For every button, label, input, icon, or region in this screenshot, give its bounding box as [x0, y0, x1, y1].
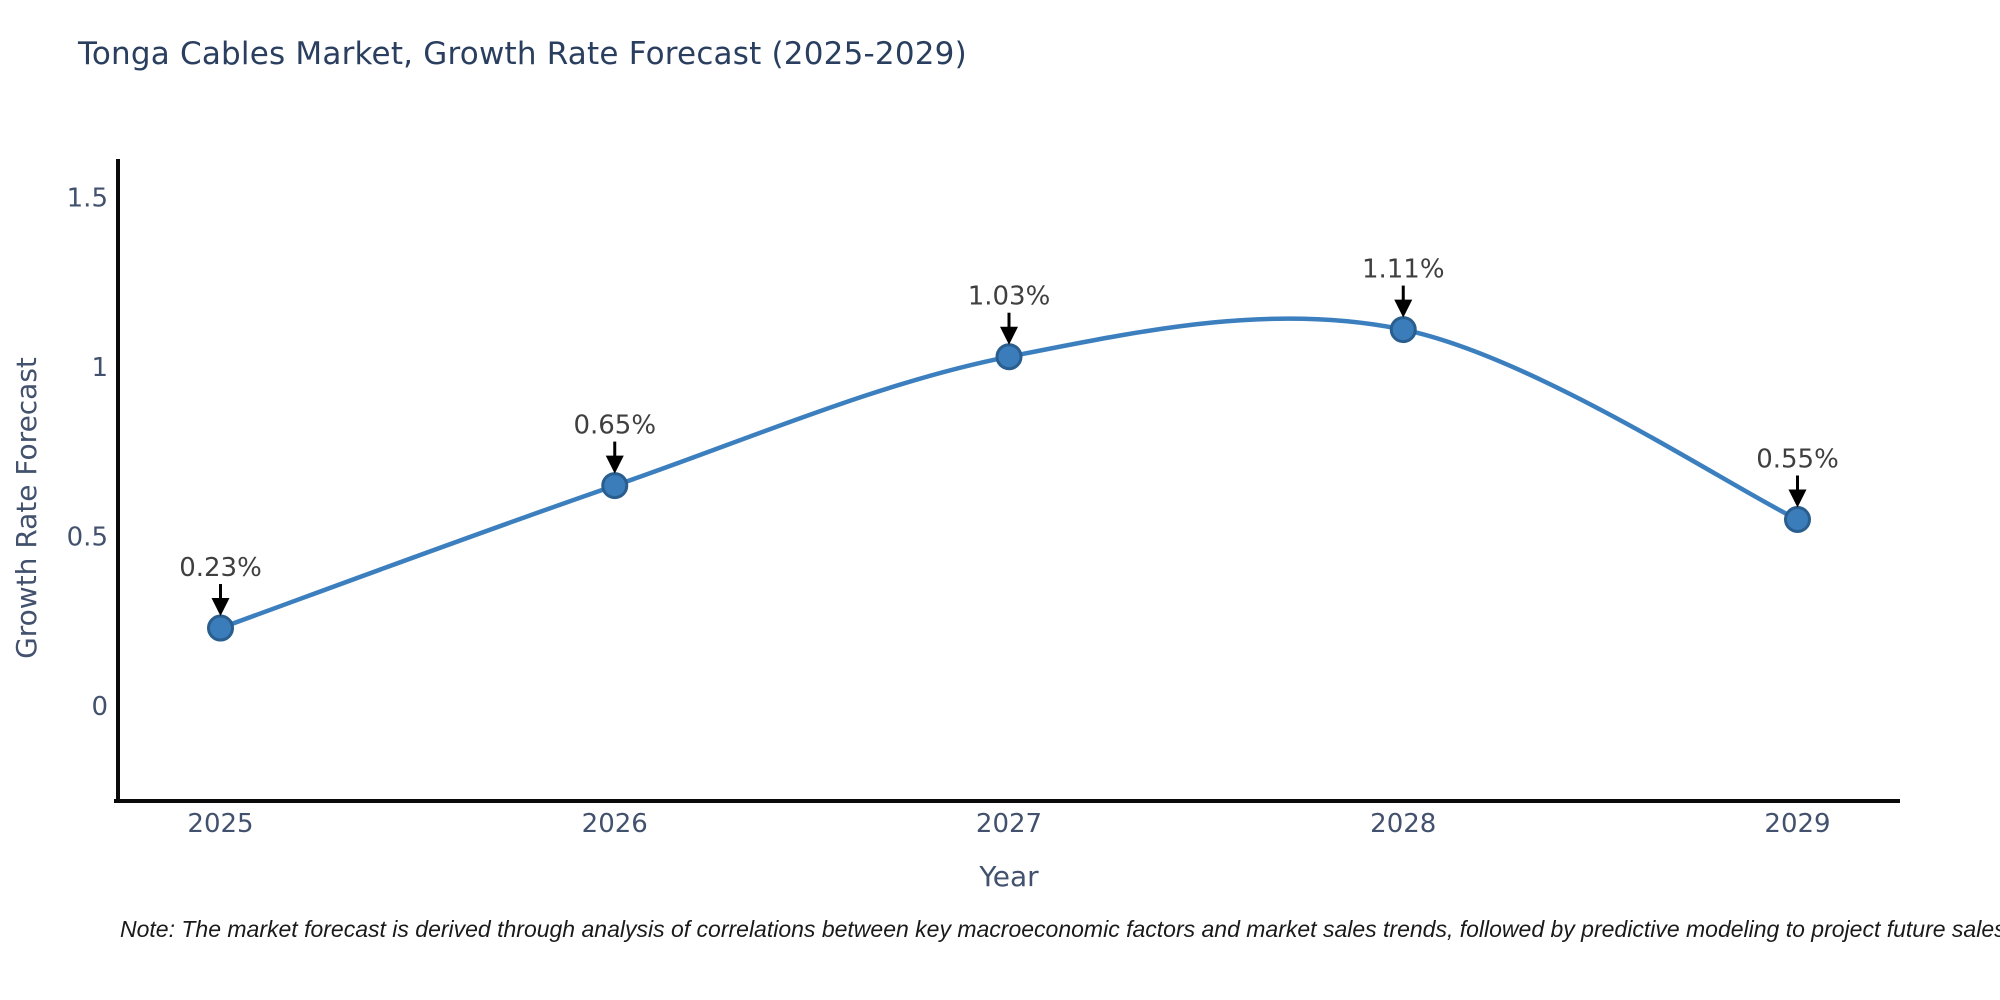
y-axis-title: Growth Rate Forecast: [10, 357, 43, 659]
data-series: [207, 316, 1811, 642]
x-axis-title: Year: [978, 860, 1039, 893]
x-tick-label: 2029: [1764, 809, 1830, 839]
y-tick-label: 0: [91, 692, 108, 722]
footnote: Note: The market forecast is derived thr…: [120, 916, 2000, 942]
chart-title: Tonga Cables Market, Growth Rate Forecas…: [78, 36, 967, 72]
annotation-arrowhead-icon: [211, 598, 230, 617]
data-point-label: 1.03%: [968, 282, 1051, 312]
data-point-marker: [1389, 316, 1417, 344]
annotation-arrowhead-icon: [605, 455, 624, 474]
x-tick-label: 2027: [976, 809, 1042, 839]
x-axis-tick-labels: 2025 2026 2027 2028 2029: [187, 809, 1830, 839]
data-point-label: 0.23%: [179, 553, 262, 583]
data-point-marker: [207, 614, 235, 642]
point-annotations: 0.23% 0.65% 1.03% 1.11% 0.55%: [179, 255, 1839, 617]
data-point-marker: [1783, 506, 1811, 534]
data-point-marker: [995, 343, 1023, 371]
data-point-marker: [601, 472, 629, 500]
x-tick-label: 2025: [187, 809, 253, 839]
data-point-label: 0.55%: [1756, 445, 1839, 475]
data-point-label: 1.11%: [1362, 255, 1445, 285]
annotation-arrowhead-icon: [1000, 326, 1018, 345]
x-tick-label: 2026: [582, 809, 648, 839]
y-tick-label: 1.5: [67, 183, 108, 213]
x-tick-label: 2028: [1370, 809, 1436, 839]
data-point-label: 0.65%: [573, 411, 656, 441]
y-tick-label: 0.5: [67, 522, 108, 552]
y-axis-tick-labels: 0 0.5 1 1.5: [67, 183, 108, 722]
annotation-arrowhead-icon: [1394, 299, 1413, 318]
y-tick-label: 1: [91, 353, 108, 383]
annotation-arrowhead-icon: [1788, 489, 1807, 508]
